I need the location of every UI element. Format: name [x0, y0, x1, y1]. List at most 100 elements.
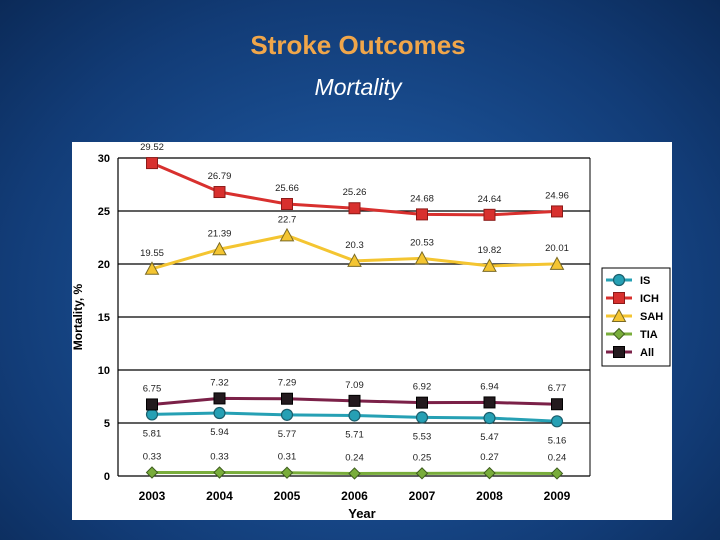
data-label-tia: 0.33 [210, 452, 229, 463]
data-label-all: 6.77 [548, 383, 567, 394]
data-point-tia [213, 466, 226, 479]
data-label-all: 6.94 [480, 381, 499, 392]
data-label-sah: 19.55 [140, 248, 164, 259]
data-point-all [146, 398, 158, 411]
slide-subtitle: Mortality [314, 74, 402, 100]
data-label-all: 6.92 [413, 382, 432, 393]
y-tick-label: 0 [104, 471, 110, 483]
data-label-all: 6.75 [143, 383, 162, 394]
legend-label-tia: TIA [640, 329, 658, 341]
x-tick-label: 2006 [341, 489, 368, 503]
data-label-tia: 0.25 [413, 452, 432, 463]
data-point-all [416, 396, 428, 409]
data-point-ich [281, 198, 293, 211]
data-point-ich [416, 208, 428, 221]
data-point-tia [483, 466, 496, 480]
x-tick-label: 2003 [139, 489, 166, 503]
x-tick-label: 2009 [544, 489, 571, 503]
data-label-tia: 0.33 [143, 452, 162, 463]
y-tick-label: 10 [98, 365, 110, 377]
data-point-tia [348, 467, 361, 480]
data-point-sah [482, 258, 497, 272]
legend-marker-tia [612, 327, 626, 341]
data-label-ich: 25.26 [343, 187, 367, 198]
y-tick-label: 15 [98, 312, 110, 324]
data-label-ich: 29.52 [140, 142, 164, 153]
data-label-sah: 22.7 [278, 214, 297, 225]
legend-marker-sah [611, 308, 627, 322]
data-label-ich: 24.96 [545, 190, 569, 201]
data-label-tia: 0.24 [345, 452, 364, 463]
data-label-tia: 0.24 [548, 452, 567, 463]
data-point-all [281, 392, 293, 405]
y-tick-label: 30 [98, 153, 110, 165]
data-label-tia: 0.27 [480, 452, 499, 463]
legend-label-all: All [640, 347, 654, 359]
data-label-sah: 20.3 [345, 240, 364, 251]
data-point-tia [415, 467, 429, 480]
data-point-ich [348, 202, 361, 215]
data-point-tia [145, 466, 159, 479]
data-label-ich: 24.64 [478, 194, 502, 205]
data-point-is [145, 408, 159, 421]
data-point-ich [551, 205, 563, 218]
x-axis-title: Year [348, 506, 375, 520]
mortality-line-chart: 0 5 10 15 20 25 30 2003 2004 2005 2006 2007 2008 2009… [72, 142, 671, 520]
data-point-tia [280, 466, 294, 479]
data-label-ich: 25.66 [275, 183, 299, 194]
data-point-all [483, 396, 496, 409]
data-label-ich: 26.79 [208, 171, 232, 182]
data-label-is: 5.94 [210, 427, 229, 438]
data-point-sah [347, 253, 362, 267]
data-point-tia [550, 467, 564, 480]
data-point-sah [279, 227, 295, 242]
data-point-all [551, 398, 563, 411]
data-point-sah [549, 256, 565, 270]
data-label-ich: 24.68 [410, 193, 434, 204]
legend-marker-is [612, 273, 626, 287]
data-point-is [213, 406, 226, 420]
x-tick-label: 2008 [476, 489, 503, 503]
y-tick-label: 20 [98, 259, 110, 271]
chart-panel: 0 5 10 15 20 25 30 2003 2004 2005 2006 2007 2008 2009… [72, 142, 672, 520]
y-tick-label: 5 [104, 418, 110, 430]
data-point-is [415, 411, 429, 424]
data-point-is [550, 415, 564, 428]
y-axis-title: Mortality, % [72, 283, 85, 350]
data-point-is [483, 411, 496, 425]
data-label-sah: 20.01 [545, 243, 569, 254]
data-label-sah: 20.53 [410, 237, 434, 248]
legend-marker-ich [613, 292, 625, 304]
data-point-sah [212, 241, 227, 256]
data-label-is: 5.53 [413, 431, 432, 442]
data-point-ich [146, 157, 158, 170]
x-tick-label: 2007 [409, 489, 436, 503]
legend-label-sah: SAH [640, 311, 663, 323]
data-label-is: 5.71 [345, 429, 364, 440]
data-label-all: 7.09 [345, 380, 364, 391]
data-point-sah [144, 261, 160, 275]
data-point-all [213, 392, 226, 405]
data-point-ich [213, 186, 226, 199]
data-label-is: 5.16 [548, 435, 567, 446]
data-label-is: 5.47 [480, 432, 499, 443]
data-label-all: 7.29 [278, 378, 297, 389]
slide-title: Stroke Outcomes [250, 30, 466, 60]
data-label-is: 5.81 [143, 428, 162, 439]
data-label-is: 5.77 [278, 429, 297, 440]
x-tick-label: 2004 [206, 489, 233, 503]
data-point-is [348, 409, 361, 422]
data-label-sah: 19.82 [478, 245, 502, 256]
data-point-all [348, 394, 361, 407]
legend-label-is: IS [640, 275, 650, 287]
data-point-is [280, 408, 294, 421]
legend-marker-all [613, 346, 625, 358]
data-label-sah: 21.39 [208, 228, 232, 239]
data-point-sah [414, 250, 430, 265]
data-label-all: 7.32 [210, 377, 229, 388]
data-point-ich [483, 208, 496, 221]
legend-label-ich: ICH [640, 293, 659, 305]
y-tick-label: 25 [98, 206, 110, 218]
x-tick-label: 2005 [274, 489, 301, 503]
data-label-tia: 0.31 [278, 452, 297, 463]
